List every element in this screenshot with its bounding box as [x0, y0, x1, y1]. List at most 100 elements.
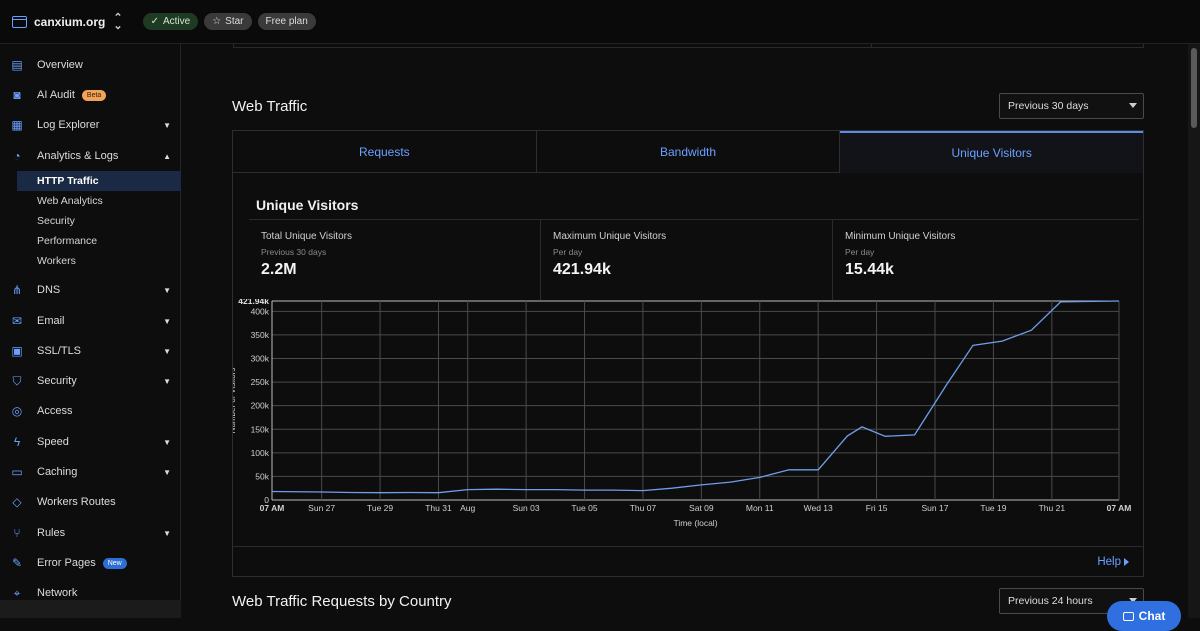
- sidebar-subitem-http-traffic[interactable]: HTTP Traffic: [17, 171, 181, 191]
- star-icon: ☆: [212, 16, 222, 27]
- sidebar-subitem-security[interactable]: Security: [37, 215, 75, 227]
- y-tick-label: 350k: [251, 330, 270, 340]
- x-tick-label: Wed 13: [804, 503, 833, 513]
- sidebar-item-email[interactable]: ✉ Email ▼: [0, 308, 181, 334]
- caret-down-icon[interactable]: ▼: [163, 437, 171, 447]
- access-icon: ◎: [11, 404, 23, 418]
- stat-maximum: Maximum Unique Visitors Per day 421.94k: [541, 220, 833, 300]
- workers-icon: ◇: [12, 495, 22, 509]
- caret-down-icon[interactable]: ▼: [163, 285, 171, 295]
- sidebar-item-label: Error Pages: [37, 557, 96, 569]
- document-icon: ▤: [11, 58, 23, 72]
- web-traffic-range-value: Previous 30 days: [1008, 100, 1089, 112]
- sidebar-item-label: Rules: [37, 527, 66, 539]
- y-tick-label: 250k: [251, 377, 270, 387]
- sidebar-item-access[interactable]: ◎ Access: [0, 398, 181, 424]
- sidebar-item-ssl-tls[interactable]: ▣ SSL/TLS ▼: [0, 338, 181, 364]
- sidebar-item-label: Speed: [37, 436, 69, 448]
- stat-label: Minimum Unique Visitors: [845, 231, 956, 242]
- sidebar-item-workers-routes[interactable]: ◇ Workers Routes: [0, 489, 181, 515]
- sidebar-item-dns[interactable]: ⋔ DNS ▼: [0, 277, 181, 303]
- sidebar-subitem-performance[interactable]: Performance: [37, 235, 98, 247]
- help-link[interactable]: Help: [1097, 556, 1129, 568]
- x-tick-label: Thu 31: [425, 503, 452, 513]
- y-axis-label: Number of Visitors: [233, 368, 237, 434]
- stat-total: Total Unique Visitors Previous 30 days 2…: [249, 220, 541, 300]
- scrollbar-thumb[interactable]: [1191, 48, 1197, 128]
- caret-down-icon[interactable]: ▼: [163, 376, 171, 386]
- sidebar-item-rules[interactable]: ⑂ Rules ▼: [0, 520, 181, 546]
- server-icon: ▭: [11, 465, 23, 479]
- x-tick-label: Thu 21: [1039, 503, 1066, 513]
- sidebar-item-speed[interactable]: ϟ Speed ▼: [0, 429, 181, 455]
- web-traffic-range-select[interactable]: Previous 30 days: [999, 93, 1144, 119]
- sidebar-item-log-explorer[interactable]: ▦ Log Explorer ▼: [0, 112, 181, 138]
- y-tick-label: 50k: [255, 471, 269, 481]
- x-tick-label: Thu 07: [630, 503, 657, 513]
- scrollbar[interactable]: [1188, 44, 1200, 618]
- caret-down-icon[interactable]: ▼: [163, 467, 171, 477]
- sidebar-footer: [0, 600, 181, 618]
- chart-pie-icon: ◔: [13, 149, 21, 163]
- chevron-up-down-icon[interactable]: ⌃ ⌄: [113, 11, 123, 32]
- lock-icon: ▣: [11, 344, 23, 358]
- y-tick-label: 150k: [251, 424, 270, 434]
- sidebar-item-label: Overview: [37, 59, 83, 71]
- stat-value: 421.94k: [553, 261, 611, 278]
- sidebar-item-label: Caching: [37, 466, 78, 478]
- log-icon: ▦: [11, 118, 23, 132]
- stat-label: Maximum Unique Visitors: [553, 231, 667, 242]
- card-title: Unique Visitors: [256, 197, 359, 213]
- sidebar-item-security[interactable]: ⛉ Security ▼: [0, 368, 181, 394]
- sidebar-item-ai-audit[interactable]: ◙ AI Audit Beta: [0, 82, 181, 108]
- rules-icon: ⑂: [13, 526, 21, 540]
- sidebar-item-overview[interactable]: ▤ Overview: [0, 52, 181, 78]
- web-traffic-card: Requests Bandwidth Unique Visitors Uniqu…: [228, 130, 1144, 577]
- sidebar-item-analytics-logs[interactable]: ◔ Analytics & Logs ▲: [0, 143, 181, 169]
- sidebar-item-label: Log Explorer: [37, 119, 100, 131]
- country-range-value: Previous 24 hours: [1008, 595, 1093, 607]
- web-traffic-tabs: Requests Bandwidth Unique Visitors: [233, 131, 1144, 173]
- x-tick-label: Sat 09: [689, 503, 714, 513]
- site-switcher[interactable]: canxium.org ⌃ ⌄: [12, 11, 123, 32]
- robot-icon: ◙: [13, 88, 21, 102]
- tab-unique-visitors[interactable]: Unique Visitors: [840, 131, 1144, 173]
- x-tick-label: 07 AM: [1107, 503, 1132, 513]
- caret-down-icon[interactable]: ▼: [163, 528, 171, 538]
- stat-value: 2.2M: [261, 261, 297, 278]
- sidebar-item-network[interactable]: ⌖ Network: [0, 580, 181, 606]
- caret-up-icon[interactable]: ▲: [163, 151, 171, 161]
- x-tick-label: Sun 17: [922, 503, 949, 513]
- stat-sub: Previous 30 days: [261, 247, 327, 257]
- caret-right-icon: [1124, 558, 1129, 566]
- sidebar-item-caching[interactable]: ▭ Caching ▼: [0, 459, 181, 485]
- sidebar-item-label: AI Audit: [37, 89, 75, 101]
- tab-bandwidth[interactable]: Bandwidth: [536, 131, 841, 173]
- email-icon: ✉: [11, 314, 23, 328]
- x-tick-label: Tue 05: [571, 503, 597, 513]
- pin-icon: ⌖: [13, 585, 21, 600]
- help-label: Help: [1097, 556, 1121, 568]
- x-tick-label: Aug: [460, 503, 475, 513]
- chat-button[interactable]: Chat: [1107, 601, 1181, 631]
- top-bar: canxium.org ⌃ ⌄ ✓ Active ☆ Star Free plan: [0, 0, 1200, 44]
- network-icon: ⋔: [11, 283, 23, 297]
- caret-down-icon[interactable]: ▼: [163, 316, 171, 326]
- x-tick-label: Sun 03: [513, 503, 540, 513]
- stat-value: 15.44k: [845, 261, 894, 278]
- tab-requests[interactable]: Requests: [233, 131, 537, 173]
- stats-row: Total Unique Visitors Previous 30 days 2…: [249, 219, 1139, 300]
- caret-down-icon[interactable]: ▼: [163, 120, 171, 130]
- star-label: Star: [225, 16, 244, 27]
- beta-badge: Beta: [81, 89, 107, 101]
- sidebar-subitem-web-analytics[interactable]: Web Analytics: [37, 195, 103, 207]
- sidebar-item-error-pages[interactable]: ✎ Error Pages New: [0, 550, 181, 576]
- previous-card-edge: [233, 44, 1144, 48]
- caret-down-icon[interactable]: ▼: [163, 346, 171, 356]
- y-tick-label: 200k: [251, 401, 270, 411]
- star-button[interactable]: ☆ Star: [204, 13, 252, 30]
- caret-down-icon: [1129, 598, 1137, 603]
- stat-sub: Per day: [845, 247, 875, 257]
- sidebar-subitem-workers[interactable]: Workers: [37, 255, 76, 267]
- check-icon: ✓: [150, 16, 159, 27]
